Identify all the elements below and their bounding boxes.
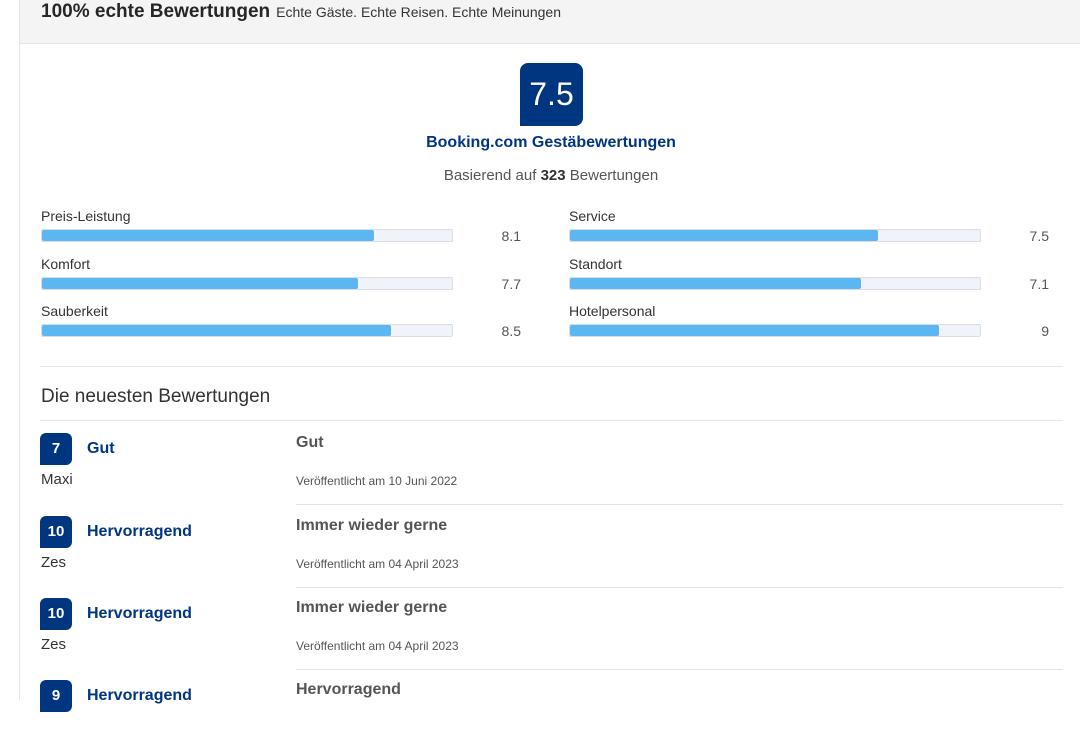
section-divider (40, 420, 1063, 421)
review-score-badge: 10 (40, 598, 72, 630)
review-title[interactable]: Gut (296, 434, 324, 451)
review-item[interactable]: 10 Hervorragend Zes Immer wieder gerne V… (40, 587, 1063, 670)
review-date: Veröffentlicht am 10 Juni 2022 (296, 474, 458, 488)
section-divider (40, 366, 1063, 367)
reviewer-name: Zes (41, 554, 67, 571)
category-rating: Standort 7.1 (569, 256, 1054, 302)
review-item[interactable]: 7 Gut Maxi Gut Veröffentlicht am 10 Juni… (40, 422, 1063, 505)
score-basis: Basierend auf 323 Bewertungen (0, 167, 1080, 184)
header-title-text: 100% echte Bewertungen (41, 1, 271, 22)
latest-reviews-heading: Die neuesten Bewertungen (41, 386, 271, 407)
category-bar-fill (570, 325, 939, 336)
reviewer-name: Zes (41, 636, 67, 653)
category-bar-track (569, 324, 981, 337)
overall-score-badge: 7.5 (520, 63, 583, 126)
review-separator (296, 504, 1063, 505)
header-tagline: Echte Gäste. Echte Reisen. Echte Meinung… (276, 4, 561, 20)
category-rating: Service 7.5 (569, 208, 1054, 254)
category-value: 9 (1041, 323, 1049, 339)
category-rating: Preis-Leistung 8.1 (41, 208, 526, 254)
category-bar-track (569, 277, 981, 290)
basis-suffix: Bewertungen (569, 167, 659, 184)
category-bar-fill (42, 278, 358, 289)
category-label: Hotelpersonal (569, 303, 656, 319)
review-score-word: Hervorragend (87, 605, 192, 622)
review-separator (296, 669, 1063, 670)
category-value: 7.5 (1029, 228, 1049, 244)
review-date: Veröffentlicht am 04 April 2023 (296, 639, 459, 653)
category-rating: Sauberkeit 8.5 (41, 303, 526, 349)
review-count: 323 (540, 167, 566, 184)
review-item[interactable]: 9 Hervorragend Hervorragend (40, 669, 1063, 752)
page-left-border (19, 0, 20, 700)
category-bar-fill (570, 278, 862, 289)
category-value: 7.1 (1029, 276, 1049, 292)
category-rating: Komfort 7.7 (41, 256, 526, 302)
category-value: 8.1 (501, 228, 521, 244)
review-score-word: Hervorragend (87, 523, 192, 540)
reviews-header: 100% echte Bewertungen Echte Gäste. Echte… (20, 0, 1080, 44)
category-value: 8.5 (501, 323, 521, 339)
category-bar-track (41, 324, 453, 337)
review-score-badge: 9 (40, 680, 72, 712)
review-title[interactable]: Hervorragend (296, 681, 401, 698)
category-bar-fill (42, 325, 391, 336)
review-score-word: Gut (87, 440, 115, 457)
category-label: Komfort (41, 256, 91, 272)
review-score-badge: 7 (40, 433, 72, 465)
category-bar-track (41, 229, 453, 242)
category-bar-track (41, 277, 453, 290)
category-label: Preis-Leistung (41, 208, 131, 224)
category-label: Service (569, 208, 616, 224)
review-score-word: Hervorragend (87, 687, 192, 704)
review-item[interactable]: 10 Hervorragend Zes Immer wieder gerne V… (40, 505, 1063, 588)
header-title: 100% echte Bewertungen Echte Gäste. Echte… (41, 1, 561, 23)
category-bar-fill (42, 230, 375, 241)
review-score-badge: 10 (40, 516, 72, 548)
review-date: Veröffentlicht am 04 April 2023 (296, 557, 459, 571)
category-bar-track (569, 229, 981, 242)
category-label: Standort (569, 256, 622, 272)
category-bar-fill (570, 230, 878, 241)
review-title[interactable]: Immer wieder gerne (296, 599, 448, 616)
review-title[interactable]: Immer wieder gerne (296, 517, 448, 534)
score-source-title: Booking.com Gestäbewertungen (426, 134, 676, 151)
category-value: 7.7 (501, 276, 521, 292)
basis-prefix: Basierend auf (443, 167, 537, 184)
review-separator (296, 587, 1063, 588)
category-rating: Hotelpersonal 9 (569, 303, 1054, 349)
category-label: Sauberkeit (41, 303, 108, 319)
reviewer-name: Maxi (41, 471, 73, 488)
